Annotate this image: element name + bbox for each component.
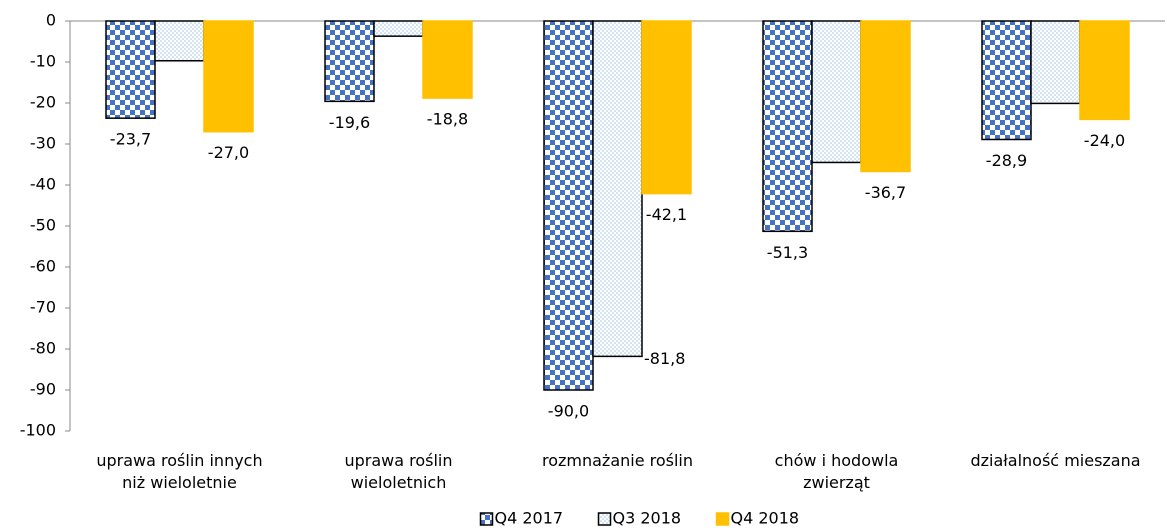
- bar: [105, 20, 156, 119]
- legend-label: Q4 2018: [731, 509, 800, 528]
- legend-swatch: [597, 512, 612, 526]
- legend-swatch: [479, 512, 494, 526]
- value-label: -19,6: [329, 113, 370, 132]
- bar: [543, 20, 594, 391]
- bar: [762, 20, 813, 233]
- value-label: -36,7: [865, 183, 906, 202]
- value-label: -90,0: [548, 402, 589, 421]
- bar: [592, 20, 643, 358]
- y-tick-label: -10: [30, 52, 56, 71]
- bar: [422, 20, 473, 99]
- y-tick-label: -30: [30, 134, 56, 153]
- x-tick-label: uprawa roślin innych niż wieloletnie: [96, 451, 263, 492]
- value-label: -27,0: [208, 143, 249, 162]
- value-label: -42,1: [646, 205, 687, 224]
- bar: [154, 20, 205, 62]
- y-tick-label: -90: [30, 380, 56, 399]
- x-tick-label: chów i hodowla zwierząt: [774, 451, 899, 492]
- y-tick-label: -20: [30, 93, 56, 112]
- legend-label: Q4 2017: [495, 509, 564, 528]
- value-label: -24,0: [1084, 131, 1125, 150]
- y-tick-label: 0: [46, 11, 56, 30]
- value-label: -28,9: [986, 151, 1027, 170]
- bar: [1079, 20, 1130, 121]
- y-tick-label: -50: [30, 216, 56, 235]
- bar: [373, 20, 424, 37]
- value-label: -51,3: [767, 243, 808, 262]
- y-tick-label: -70: [30, 298, 56, 317]
- bar: [324, 20, 375, 103]
- value-label: -23,7: [110, 130, 151, 149]
- bar: [1030, 20, 1081, 105]
- bar: [811, 20, 862, 164]
- legend-label: Q3 2018: [613, 509, 682, 528]
- y-tick-label: -40: [30, 175, 56, 194]
- value-label: -81,8: [644, 349, 685, 368]
- x-tick-label: rozmnażanie roślin: [541, 451, 694, 470]
- y-tick-label: -100: [20, 421, 56, 440]
- legend-swatch: [715, 512, 730, 526]
- value-label: -18,8: [427, 110, 468, 129]
- x-tick-label: działalność mieszana: [970, 451, 1141, 470]
- bar: [641, 20, 692, 195]
- y-tick-label: -60: [30, 257, 56, 276]
- bar: [203, 20, 254, 133]
- bar: [981, 20, 1032, 141]
- y-tick-label: -80: [30, 339, 56, 358]
- x-tick-label: uprawa roślin wieloletnich: [344, 451, 453, 492]
- bar: [860, 20, 911, 173]
